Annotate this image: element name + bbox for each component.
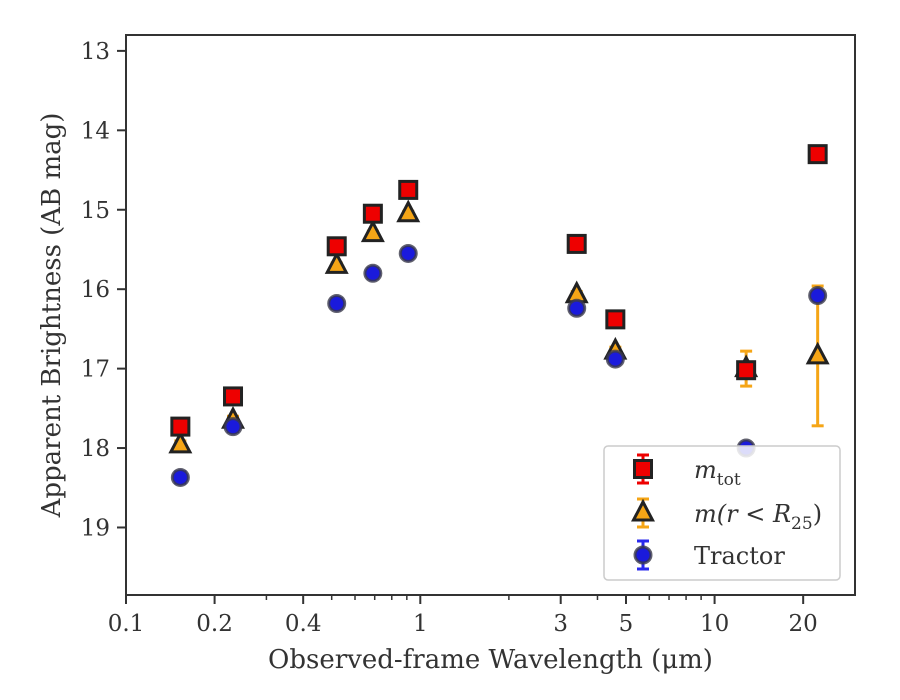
y-axis-label: Apparent Brightness (AB mag) <box>37 113 67 519</box>
y-tick-label: 18 <box>81 436 110 462</box>
data-point-square <box>566 233 587 254</box>
data-point-circle <box>808 286 828 306</box>
data-point-circle <box>223 417 243 437</box>
x-tick-label: 5 <box>619 611 634 637</box>
data-point-square <box>605 309 626 330</box>
legend-label-subscript: 25 <box>791 514 813 534</box>
x-tick-label: 1 <box>413 611 428 637</box>
legend-label: mtot <box>694 456 741 490</box>
data-point-square <box>807 144 828 165</box>
data-point-circle <box>327 293 347 313</box>
x-tick-label: 3 <box>553 611 568 637</box>
x-tick-label: 20 <box>789 611 818 637</box>
x-tick-label: 0.1 <box>108 611 145 637</box>
data-point-triangle <box>324 251 349 274</box>
data-point-triangle <box>805 341 830 365</box>
legend-label-close: ) <box>813 500 822 528</box>
data-point-square <box>326 236 347 257</box>
x-tick-label: 0.4 <box>285 611 322 637</box>
data-point-square <box>398 179 419 200</box>
data-point-triangle <box>168 430 193 454</box>
x-tick-label: 0.2 <box>196 611 233 637</box>
x-tick-label: 10 <box>700 611 729 637</box>
y-tick-label: 19 <box>81 515 110 541</box>
legend-label: Tractor <box>694 542 785 570</box>
legend-label-symbol: m <box>694 456 717 484</box>
y-tick-label: 13 <box>81 39 110 65</box>
y-tick-label: 15 <box>81 198 110 224</box>
plot-frame <box>125 34 856 596</box>
error-bars <box>174 150 824 485</box>
legend-marker-triangle <box>631 498 655 522</box>
legend-label-text: Tractor <box>694 542 785 570</box>
data-point-circle <box>363 263 383 283</box>
data-point-square <box>362 203 383 224</box>
y-tick-label: 17 <box>81 357 110 383</box>
data-point-circle <box>398 243 418 263</box>
data-point-circle <box>605 349 625 369</box>
legend-marker-square <box>633 459 653 479</box>
data-markers <box>168 144 830 487</box>
data-point-square <box>736 360 757 381</box>
data-point-circle <box>170 467 190 487</box>
legend-box <box>603 445 841 581</box>
data-point-triangle <box>360 219 385 243</box>
legend-label-subscript: tot <box>717 470 741 490</box>
legend-label: m(r < R25) <box>694 500 822 534</box>
legend-marker-circle <box>633 545 653 565</box>
data-point-square <box>170 416 191 437</box>
data-point-triangle <box>396 199 421 223</box>
y-tick-label: 14 <box>81 118 110 144</box>
data-point-circle <box>567 298 587 318</box>
legend-label-rest: (r < R <box>717 500 791 528</box>
y-tick-label: 16 <box>81 277 110 303</box>
x-axis-label: Observed-frame Wavelength (μm) <box>268 645 713 675</box>
legend-label-symbol: m <box>694 500 717 528</box>
data-point-square <box>223 386 244 407</box>
